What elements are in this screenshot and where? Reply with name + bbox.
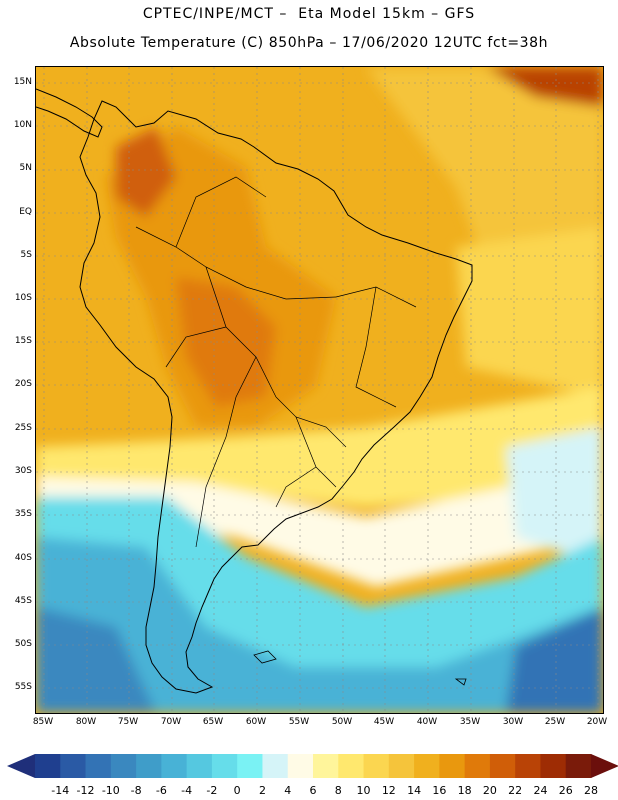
lat-label: 35S	[14, 509, 32, 519]
colorbar-tick-label: 6	[309, 784, 317, 797]
colorbar-swatch	[540, 754, 567, 778]
field-interior-hot	[176, 277, 276, 407]
colorbar-tick-label: 26	[558, 784, 573, 797]
colorbar-swatch	[338, 754, 365, 778]
colorbar-swatch	[110, 754, 137, 778]
colorbar-swatch	[211, 754, 238, 778]
lon-label: 30W	[502, 717, 524, 727]
colorbar-tick-label: -8	[130, 784, 142, 797]
lat-label: 45S	[14, 596, 32, 606]
small-island	[454, 678, 467, 686]
colorbar-tick-label: -6	[155, 784, 167, 797]
field-subtropic	[36, 387, 603, 507]
lon-label: 70W	[160, 717, 182, 727]
colorbar-tick-label: 12	[381, 784, 396, 797]
colorbar-over-arrow	[591, 754, 618, 778]
colorbar-tick-label: -2	[206, 784, 218, 797]
colorbar-tick-label: 22	[508, 784, 523, 797]
lon-label: 50W	[331, 717, 353, 727]
lat-label: 10S	[14, 293, 32, 303]
field-ne-hot	[486, 67, 603, 107]
lat-label: 5N	[19, 163, 32, 173]
colorbar-tick-label: 14	[407, 784, 422, 797]
colorbar-swatch	[136, 754, 162, 778]
lat-label: 25S	[14, 423, 32, 433]
south-america-coastline	[79, 100, 473, 694]
field-ocean-mid	[456, 227, 603, 397]
lat-label: 50S	[14, 639, 32, 649]
graticule	[36, 67, 603, 713]
colorbar-swatch	[287, 754, 314, 778]
lat-label: 20S	[14, 379, 32, 389]
colorbar-tick-label: -10	[101, 784, 120, 797]
colorbar-tick-label: 24	[533, 784, 548, 797]
colorbar-tick-label: 0	[233, 784, 241, 797]
colorbar-swatch	[85, 754, 112, 778]
lat-label: 55S	[14, 682, 32, 692]
colorbar-tick-label: 8	[334, 784, 342, 797]
colorbar-swatch	[161, 754, 188, 778]
colorbar-swatch	[237, 754, 263, 778]
lon-label: 75W	[117, 717, 139, 727]
country-borders	[135, 176, 417, 548]
lon-label: 40W	[416, 717, 438, 727]
colorbar-swatch	[565, 754, 592, 778]
colorbar-tick-label: 4	[284, 784, 292, 797]
colorbar-tick-label: 18	[457, 784, 472, 797]
lat-label: 15S	[14, 336, 32, 346]
field-transition	[36, 467, 603, 587]
temperature-colorbar	[7, 754, 618, 778]
lat-label: 10N	[13, 120, 32, 130]
map-title-line1: CPTEC/INPE/MCT – Eta Model 15km – GFS	[142, 6, 476, 22]
colorbar-tick-label: 10	[356, 784, 371, 797]
colorbar-tick-label: 28	[584, 784, 598, 797]
lon-label: 55W	[288, 717, 310, 727]
colorbar-under-arrow	[7, 754, 35, 778]
colorbar-swatch	[60, 754, 87, 778]
lat-label: 15N	[13, 77, 32, 87]
lat-label: 40S	[14, 553, 32, 563]
field-cold-core	[36, 537, 603, 713]
colorbar-swatch	[313, 754, 339, 778]
colorbar-swatch	[439, 754, 466, 778]
lon-label: 60W	[245, 717, 267, 727]
colorbar-swatch	[515, 754, 541, 778]
colorbar-swatch	[414, 754, 440, 778]
colorbar-tick-label: -12	[76, 784, 95, 797]
lat-label: EQ	[19, 207, 32, 217]
colorbar-swatch	[262, 754, 289, 778]
map-title-line2: Absolute Temperature (C) 850hPa – 17/06/…	[69, 35, 549, 51]
lat-label: 5S	[20, 250, 32, 260]
central-america-coastline	[36, 88, 103, 138]
lat-label: 30S	[14, 466, 32, 476]
lon-label: 45W	[373, 717, 395, 727]
colorbar-tick-label: -4	[181, 784, 193, 797]
colorbar-tick-label: 16	[432, 784, 447, 797]
field-se-cold	[506, 607, 603, 713]
colorbar-swatch	[489, 754, 516, 778]
colorbar-tick-label: 2	[258, 784, 266, 797]
field-north-hot	[116, 127, 176, 217]
lon-label: 25W	[544, 717, 566, 727]
lon-label: 35W	[459, 717, 481, 727]
lon-label: 65W	[202, 717, 224, 727]
colorbar-swatch	[35, 754, 61, 778]
lon-label: 20W	[586, 717, 608, 727]
falkland-islands	[253, 650, 277, 664]
colorbar-swatch	[388, 754, 415, 778]
temperature-field	[36, 67, 603, 713]
colorbar-swatch	[464, 754, 491, 778]
colorbar-tick-label: 20	[482, 784, 497, 797]
field-sw-cold	[36, 607, 156, 713]
lon-label: 85W	[32, 717, 54, 727]
colorbar-swatch	[186, 754, 213, 778]
colorbar-tick-label: -14	[51, 784, 70, 797]
lon-label: 80W	[75, 717, 97, 727]
field-interior-warm	[106, 127, 336, 427]
colorbar-swatch	[363, 754, 390, 778]
field-ocean-cool	[506, 427, 603, 567]
temperature-map	[35, 66, 604, 714]
